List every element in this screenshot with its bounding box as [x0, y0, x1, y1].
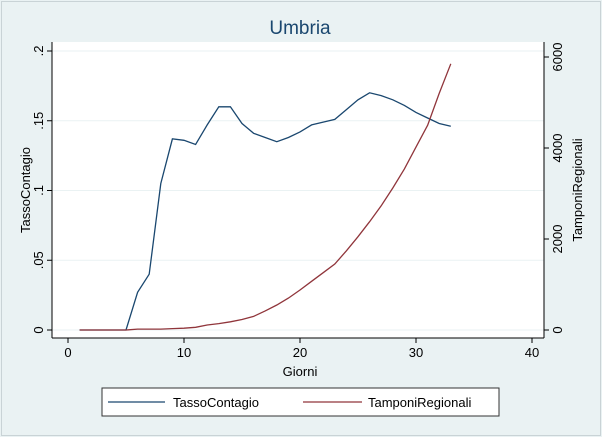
x-tick-label: 30	[409, 345, 423, 360]
y-right-tick-label: 6000	[550, 43, 565, 72]
y-left-tick-label: .15	[31, 112, 46, 130]
axes	[47, 42, 549, 343]
y-axis-left-label: TassoContagio	[18, 147, 33, 233]
x-tick-label: 40	[525, 345, 539, 360]
y-right-tick-label: 2000	[550, 225, 565, 254]
x-axis-label: Giorni	[283, 364, 318, 379]
legend: TassoContagio TamponiRegionali	[101, 387, 500, 417]
legend-label-2: TamponiRegionali	[368, 395, 471, 410]
y-left-tick-label: .2	[31, 46, 46, 57]
legend-label-1: TassoContagio	[173, 395, 259, 410]
x-tick-label: 20	[293, 345, 307, 360]
x-tick-label: 0	[64, 345, 71, 360]
y-right-tick-label: 4000	[550, 134, 565, 163]
y-axis-right-label: TamponiRegionali	[570, 138, 585, 241]
y-right-tick-label: 0	[550, 326, 565, 333]
tick-labels: 0 10 20 30 40 0 .05 .1 .15 .2 0 2000 4000 6000	[31, 43, 565, 360]
y-left-tick-label: .1	[31, 185, 46, 196]
x-tick-label: 10	[177, 345, 191, 360]
y-left-tick-label: .05	[31, 251, 46, 269]
series-lines	[79, 63, 452, 331]
y-left-tick-label: 0	[31, 326, 46, 333]
series-line-2	[79, 63, 452, 331]
chart-title: Umbria	[269, 18, 331, 39]
series-line-1	[79, 92, 451, 331]
legend-box	[101, 387, 500, 417]
